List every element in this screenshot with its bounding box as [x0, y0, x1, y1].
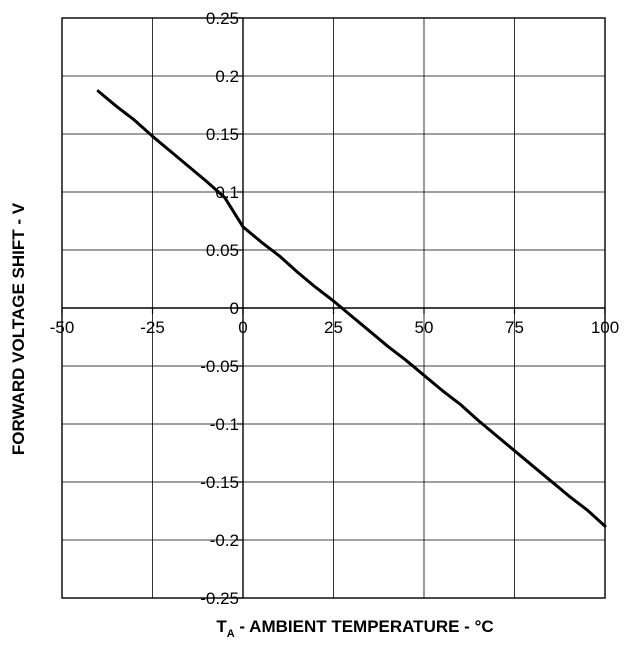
y-tick-label: 0.05: [206, 241, 239, 260]
x-tick-label: 50: [415, 318, 434, 337]
y-tick-label: -0.05: [200, 357, 239, 376]
x-axis-title-main: T: [216, 617, 227, 636]
x-tick-label: 25: [324, 318, 343, 337]
x-tick-label: -50: [50, 318, 75, 337]
x-tick-labels: -50 -25 0 25 50 75 100: [50, 318, 619, 337]
y-tick-label: 0.1: [215, 183, 239, 202]
y-tick-label: 0.15: [206, 125, 239, 144]
zero-axes: [61, 17, 606, 599]
y-tick-label: 0.25: [206, 9, 239, 28]
x-tick-label: 0: [238, 318, 247, 337]
y-tick-label: -0.2: [210, 531, 239, 550]
x-axis-title-subscript: A: [227, 628, 235, 640]
x-axis-title-rest: - AMBIENT TEMPERATURE - °C: [235, 617, 494, 636]
y-tick-label: 0: [230, 299, 239, 318]
x-axis-title: TA - AMBIENT TEMPERATURE - °C: [216, 617, 493, 640]
x-tick-label: 75: [505, 318, 524, 337]
y-tick-label: -0.25: [200, 589, 239, 608]
y-tick-label: -0.15: [200, 473, 239, 492]
y-tick-label: -0.1: [210, 415, 239, 434]
series-layer: [96, 89, 607, 528]
x-tick-label: -25: [140, 318, 165, 337]
y-axis-title: FORWARD VOLTAGE SHIFT - V: [9, 202, 28, 455]
x-tick-label: 100: [591, 318, 619, 337]
y-tick-labels: 0.25 0.2 0.15 0.1 0.05 0 -0.05 -0.1 -0.15 -0.2 -0.…: [200, 9, 239, 608]
series-line: [96, 89, 607, 528]
y-tick-label: 0.2: [215, 67, 239, 86]
